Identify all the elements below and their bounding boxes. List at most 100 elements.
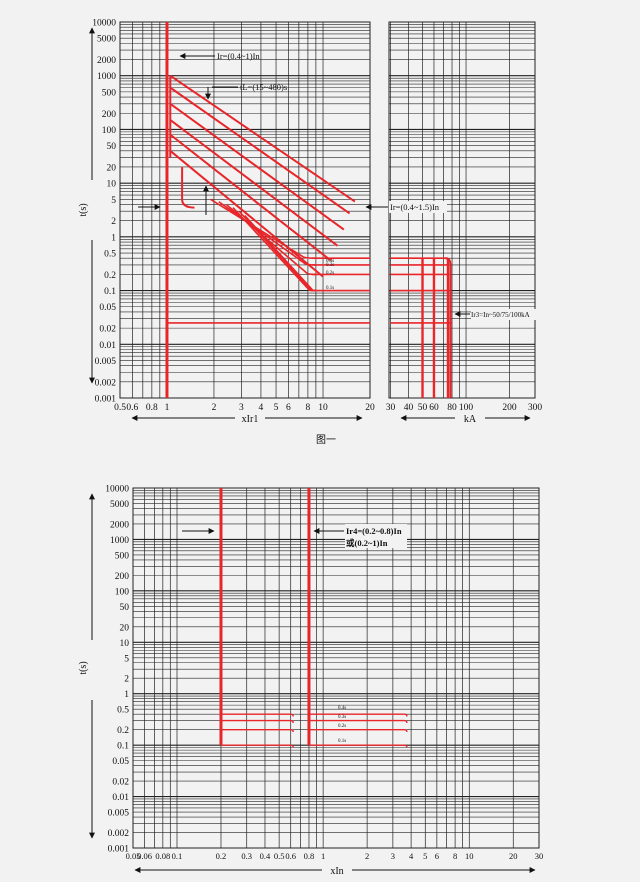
chart2-y-tick-labels: 10000 5000 2000 1000 500 200 100 50 20 10 5 2 1 0.5 0.… xyxy=(105,485,129,855)
y-tick-label: 500 xyxy=(102,88,117,98)
chart2-small-label-02: 0.2s xyxy=(338,724,346,729)
chart1-y-tick-labels: 10000 5000 2000 1000 500 200 100 50 20 10 5 2 1 0.5 0.… xyxy=(92,19,116,405)
y-tick-label: 100 xyxy=(115,587,130,597)
y-tick-label: 0.1 xyxy=(117,742,129,752)
x-tick-label: 20 xyxy=(365,403,375,413)
x-tick-label: 0.4 xyxy=(260,851,271,861)
y-tick-label: 200 xyxy=(115,572,130,582)
chart1-small-label-03: 0.3s xyxy=(326,263,334,268)
curve-ground-flat xyxy=(308,719,408,724)
chart2-annotation-bg xyxy=(345,524,407,548)
curve-ground-flat xyxy=(308,728,408,733)
chart1-small-label-01: 0.1s xyxy=(326,286,334,291)
x-tick-label: 30 xyxy=(535,851,544,861)
chart1-curves xyxy=(165,22,453,398)
y-tick-label: 2000 xyxy=(110,520,129,530)
chart1-left-panel-frame xyxy=(119,21,371,399)
y-tick-label: 0.05 xyxy=(112,757,129,767)
y-tick-label: 0.5 xyxy=(104,250,116,260)
x-tick-label: 0.1 xyxy=(172,851,183,861)
y-tick-label: 10 xyxy=(107,180,117,190)
x-tick-label: 0.06 xyxy=(137,851,152,861)
x-tick-label: 0.8 xyxy=(304,851,315,861)
y-tick-label: 0.001 xyxy=(95,395,117,405)
chart2-small-label-01: 0.1s xyxy=(338,739,346,744)
chart2-small-label-04: 0.4s xyxy=(338,706,346,711)
chart2-curves xyxy=(219,488,408,748)
curve-long-time xyxy=(169,86,351,215)
chart1-annotation-ir3: Ir3=In~50/75/100kA xyxy=(471,311,530,319)
curve-short-hook xyxy=(181,166,195,209)
y-tick-label: 50 xyxy=(107,142,117,152)
curve-ground-flat xyxy=(308,744,408,748)
x-tick-label: 0.6 xyxy=(126,403,138,413)
y-tick-label: 10 xyxy=(120,639,130,649)
y-tick-label: 5000 xyxy=(97,35,116,45)
chart1-annotation-ir: Ir=(0.4~1)In xyxy=(217,51,260,61)
y-tick-label: 1000 xyxy=(97,72,116,82)
y-tick-label: 2 xyxy=(124,675,129,685)
chart1-annotation-ir2: Ir=(0.4~1.5)In xyxy=(390,202,440,212)
curve-long-time xyxy=(169,119,339,247)
y-tick-label: 5000 xyxy=(110,500,129,510)
x-tick-label: 0.05 xyxy=(126,851,141,861)
curve-long-time xyxy=(169,74,356,203)
y-tick-label: 0.5 xyxy=(117,706,129,716)
chart2-annotation-or: 或(0.2~1)In xyxy=(346,538,388,548)
curve-ground-flat xyxy=(220,713,294,717)
y-tick-label: 20 xyxy=(107,163,117,173)
x-tick-label: 0.2 xyxy=(216,851,227,861)
x-tick-label: 10 xyxy=(318,403,328,413)
y-tick-label: 5 xyxy=(124,654,129,664)
x-tick-label: 6 xyxy=(286,403,291,413)
y-tick-label: 0.1 xyxy=(104,287,116,297)
y-tick-label: 0.01 xyxy=(99,341,116,351)
y-tick-label: 0.01 xyxy=(112,793,129,803)
chart1-small-label-04: 0.4s xyxy=(326,259,334,264)
chart1-annotation-tl: tL=(15~480)s xyxy=(240,82,287,92)
y-tick-label: 0.002 xyxy=(95,378,117,388)
x-tick-label: 0.6 xyxy=(285,851,296,861)
y-tick-label: 200 xyxy=(102,110,117,120)
x-tick-label: 50 xyxy=(418,403,428,413)
y-tick-label: 2 xyxy=(111,217,116,227)
y-tick-label: 20 xyxy=(120,623,130,633)
y-tick-label: 1 xyxy=(111,233,116,243)
x-tick-label: 4 xyxy=(409,851,414,861)
chart1-x-tick-labels: 0.5 0.6 0.8 1 2 3 4 5 6 8 10 20 30 40 50 60 80 100 200 300 xyxy=(114,403,542,413)
chart1-small-label-02: 0.2s xyxy=(326,271,334,276)
x-tick-label: 6 xyxy=(435,851,439,861)
chart1-xlabel-left: xIr1 xyxy=(242,414,259,425)
y-tick-label: 10000 xyxy=(105,485,129,495)
x-tick-label: 5 xyxy=(423,851,427,861)
y-tick-label: 500 xyxy=(115,551,130,561)
y-tick-label: 0.001 xyxy=(108,845,130,855)
curve-instant-corner xyxy=(445,257,452,398)
chart1-xlabel-right: kA xyxy=(464,414,477,425)
y-tick-label: 0.02 xyxy=(99,325,116,335)
y-tick-label: 0.005 xyxy=(95,357,117,367)
x-tick-label: 0.5 xyxy=(274,851,285,861)
curve-ground-flat xyxy=(308,713,408,717)
y-tick-label: 0.2 xyxy=(117,726,129,736)
y-tick-label: 0.005 xyxy=(108,809,130,819)
curve-ground-flat xyxy=(220,719,294,724)
curve-ground-flat xyxy=(220,728,294,733)
y-tick-label: 50 xyxy=(120,603,130,613)
x-tick-label: 0.3 xyxy=(241,851,252,861)
y-tick-label: 10000 xyxy=(92,19,116,29)
y-tick-label: 1000 xyxy=(110,536,129,546)
x-tick-label: 3 xyxy=(239,403,244,413)
x-tick-label: 30 xyxy=(386,403,396,413)
chart2-frame xyxy=(132,487,540,849)
y-tick-label: 0.002 xyxy=(108,829,130,839)
chart1-ylabel: t(s) xyxy=(78,203,89,216)
x-tick-label: 2 xyxy=(365,851,369,861)
curve-ground-flat xyxy=(220,744,294,748)
chart1-grid xyxy=(119,21,536,399)
chart1-annotation-ir2-bg xyxy=(389,201,447,213)
chart1-caption: 图一 xyxy=(316,434,336,446)
x-tick-label: 8 xyxy=(306,403,311,413)
x-tick-label: 3 xyxy=(391,851,395,861)
